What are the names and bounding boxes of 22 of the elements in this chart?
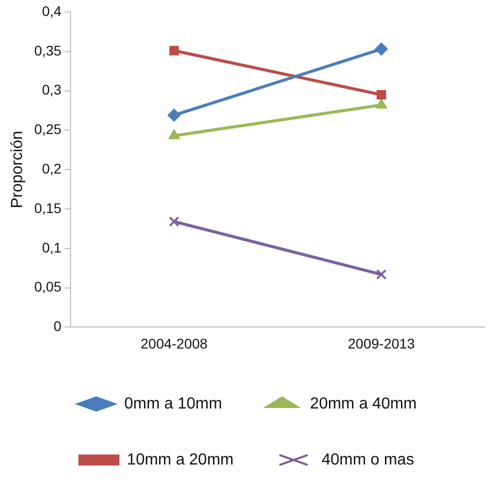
y-tick-label: 0,4 (42, 2, 62, 19)
y-tick-label: 0,05 (34, 278, 62, 295)
y-axis-title: Proporción (9, 130, 26, 208)
y-tick-label: 0,3 (42, 82, 62, 98)
legend-label: 40mm o mas (322, 451, 414, 468)
point (376, 269, 387, 280)
y-tick-label: 0 (54, 318, 62, 334)
y-tick-label: 0,1 (42, 239, 62, 256)
point (168, 216, 180, 227)
x-tick-label: 2009-2013 (348, 335, 416, 352)
point (169, 46, 179, 56)
legend-label: 0mm a 10mm (124, 395, 222, 412)
legend-label: 20mm a 40mm (310, 395, 417, 412)
point (374, 42, 388, 56)
legend-label: 10mm a 20mm (126, 451, 234, 468)
y-tick-label: 0,25 (34, 121, 62, 138)
point (376, 90, 386, 100)
y-tick-label: 0,2 (42, 160, 62, 176)
y-tick-label: 0,15 (34, 200, 62, 216)
y-tick-label: 0,35 (34, 42, 62, 58)
x-tick-label: 2004-2008 (140, 335, 208, 352)
point (168, 108, 181, 122)
